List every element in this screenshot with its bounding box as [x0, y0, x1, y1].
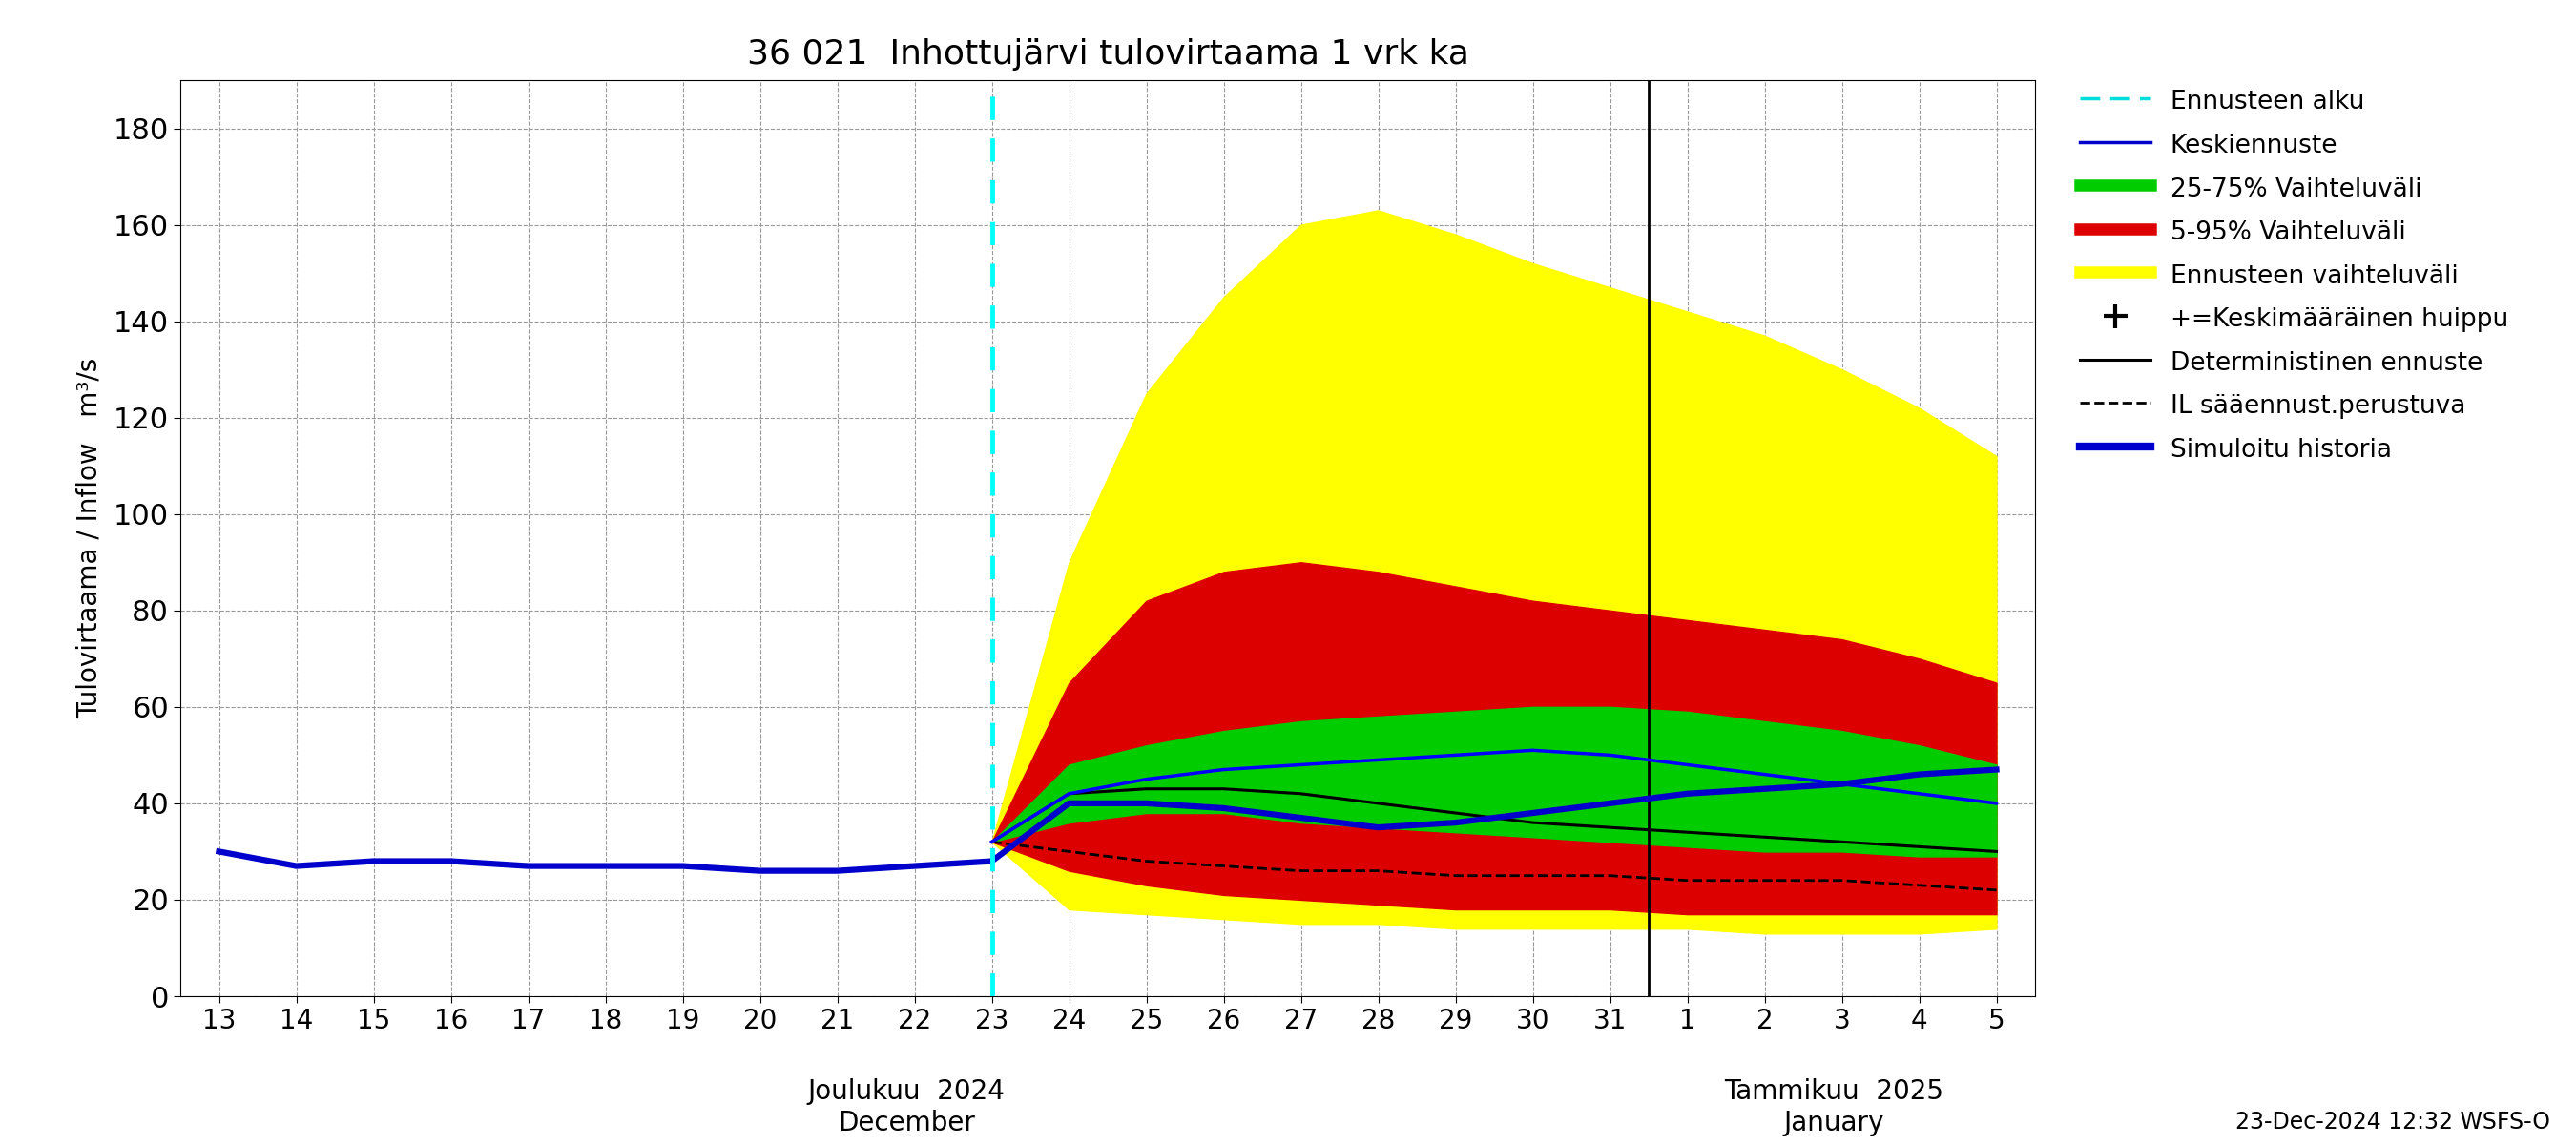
Text: 23-Dec-2024 12:32 WSFS-O: 23-Dec-2024 12:32 WSFS-O — [2236, 1111, 2550, 1134]
Legend: Ennusteen alku, Keskiennuste, 25-75% Vaihteluväli, 5-95% Vaihteluväli, Ennusteen: Ennusteen alku, Keskiennuste, 25-75% Vai… — [2071, 80, 2517, 471]
Text: Tammikuu  2025
January: Tammikuu 2025 January — [1723, 1079, 1942, 1136]
Text: Joulukuu  2024
December: Joulukuu 2024 December — [806, 1079, 1005, 1136]
Y-axis label: Tulovirtaama / Inflow   m³/s: Tulovirtaama / Inflow m³/s — [77, 357, 103, 719]
Title: 36 021  Inhottujärvi tulovirtaama 1 vrk ka: 36 021 Inhottujärvi tulovirtaama 1 vrk k… — [747, 39, 1468, 71]
